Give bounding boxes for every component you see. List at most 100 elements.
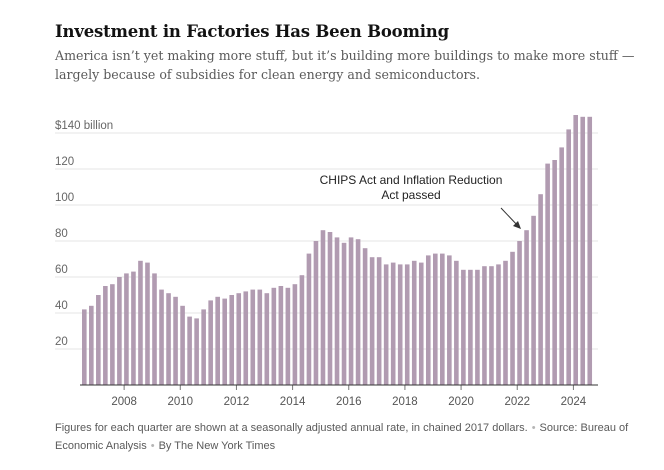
bar bbox=[271, 287, 277, 385]
x-tick-label: 2016 bbox=[336, 396, 362, 408]
bar bbox=[538, 194, 543, 385]
separator-dot: • bbox=[150, 440, 155, 452]
bar bbox=[355, 239, 361, 385]
y-tick-label: 60 bbox=[55, 264, 68, 276]
bar bbox=[89, 305, 94, 385]
bar bbox=[327, 232, 333, 385]
y-tick-label: 100 bbox=[55, 192, 74, 204]
bar bbox=[229, 295, 235, 385]
bar bbox=[201, 309, 206, 385]
bar bbox=[236, 293, 242, 385]
bar bbox=[411, 260, 417, 385]
bar bbox=[278, 286, 284, 385]
footnote-text: Figures for each quarter are shown at a … bbox=[55, 422, 528, 434]
bar bbox=[313, 241, 319, 385]
x-tick-label: 2018 bbox=[392, 396, 418, 408]
annotation-arrowhead bbox=[513, 221, 521, 229]
bar bbox=[82, 309, 87, 385]
bar bbox=[531, 215, 536, 385]
bar bbox=[138, 260, 143, 385]
bar bbox=[440, 253, 445, 385]
y-tick-label: 80 bbox=[55, 228, 68, 240]
bar bbox=[292, 284, 298, 385]
bar bbox=[257, 289, 263, 385]
bar bbox=[180, 305, 185, 385]
bar bbox=[418, 262, 424, 385]
bar bbox=[208, 300, 213, 385]
bar bbox=[425, 255, 431, 385]
bar bbox=[334, 237, 340, 385]
bar bbox=[124, 273, 129, 385]
bar bbox=[243, 291, 249, 385]
gridlines bbox=[55, 132, 598, 350]
bar bbox=[376, 257, 382, 385]
bar bbox=[447, 255, 452, 385]
bar bbox=[454, 260, 459, 385]
bar bbox=[369, 257, 375, 385]
annotation-text: Act passed bbox=[381, 188, 440, 202]
footnote: Figures for each quarter are shown at a … bbox=[55, 419, 645, 455]
bar bbox=[222, 298, 227, 385]
bar bbox=[306, 253, 312, 385]
bar bbox=[173, 296, 178, 385]
y-tick-label: $140 billion bbox=[55, 120, 113, 132]
bar bbox=[461, 269, 466, 385]
y-axis-labels: 20 40 60 80 100 120 $140 billion bbox=[55, 120, 113, 348]
bar bbox=[96, 295, 101, 385]
x-tick-label: 2020 bbox=[448, 396, 474, 408]
bar bbox=[285, 287, 291, 385]
bar bbox=[580, 116, 586, 386]
y-tick-label: 20 bbox=[55, 336, 68, 348]
x-axis-labels: 2008 2010 2012 2014 2016 2018 2020 2022 2024 bbox=[111, 385, 587, 408]
bar bbox=[587, 116, 593, 386]
bar bbox=[468, 269, 473, 385]
bar bbox=[362, 248, 368, 385]
bar bbox=[482, 266, 487, 385]
x-tick-label: 2010 bbox=[167, 396, 193, 408]
bar bbox=[552, 160, 557, 385]
bar bbox=[503, 260, 508, 385]
bar bbox=[496, 264, 501, 385]
bar bbox=[390, 262, 396, 385]
bar bbox=[404, 264, 410, 385]
credit: By The New York Times bbox=[158, 440, 276, 452]
bar bbox=[559, 147, 564, 385]
bar bbox=[264, 293, 270, 385]
source-name: Bureau of Economic Analysis bbox=[55, 422, 629, 452]
bar bbox=[545, 163, 550, 385]
annotation-text: CHIPS Act and Inflation Reduction bbox=[320, 173, 503, 187]
x-tick-label: 2012 bbox=[224, 396, 250, 408]
bar bbox=[152, 273, 157, 385]
bar bbox=[348, 237, 354, 385]
bar bbox=[166, 293, 171, 385]
bar bbox=[510, 251, 515, 385]
bar bbox=[215, 296, 220, 385]
x-tick-label: 2022 bbox=[504, 396, 530, 408]
bar bbox=[341, 242, 347, 385]
bar bbox=[103, 286, 108, 385]
x-tick-label: 2008 bbox=[111, 396, 137, 408]
bar bbox=[397, 264, 403, 385]
bar bbox=[320, 230, 326, 385]
bar bbox=[145, 262, 150, 385]
bar bbox=[117, 277, 122, 385]
bar bbox=[110, 284, 115, 385]
y-tick-label: 120 bbox=[55, 156, 74, 168]
bar bbox=[489, 266, 494, 385]
x-tick-label: 2024 bbox=[561, 396, 587, 408]
bars bbox=[82, 115, 593, 386]
bar bbox=[433, 253, 438, 385]
separator-dot: • bbox=[531, 422, 536, 434]
bar bbox=[159, 289, 164, 385]
bar bbox=[299, 275, 305, 385]
bar bbox=[524, 230, 529, 385]
bar bbox=[573, 115, 578, 385]
bar bbox=[517, 241, 522, 385]
bar bbox=[250, 289, 256, 385]
chart-subtitle: America isn’t yet making more stuff, but… bbox=[55, 48, 635, 82]
bar bbox=[566, 129, 571, 385]
bar bbox=[383, 264, 389, 385]
source-label: Source: bbox=[539, 422, 578, 434]
